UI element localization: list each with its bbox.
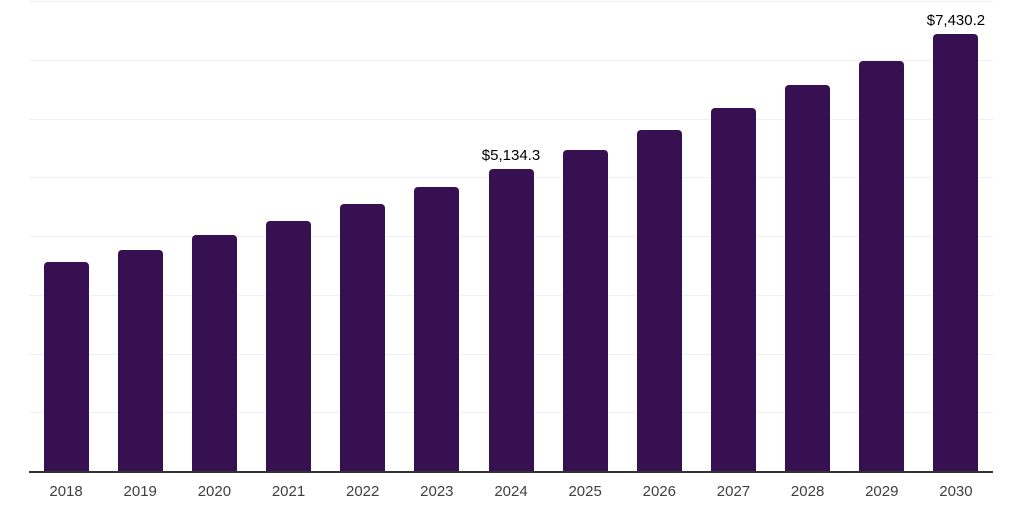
bar-2019 [117,249,163,471]
bar-2024 [488,169,534,471]
bar-2021 [266,221,312,471]
x-axis-label-2029: 2029 [865,483,899,500]
bar-2028 [785,85,831,471]
x-axis-label-2018: 2018 [49,483,83,500]
x-axis-label-2022: 2022 [346,483,380,500]
x-axis-label-2027: 2027 [716,483,751,500]
x-axis: 2018 2019 2020 2021 2022 2023 2024 2025 2026 2027… [29,483,993,504]
x-axis-label-2019: 2019 [123,483,157,500]
bar-2029 [859,60,905,471]
bar-2020 [191,234,237,471]
gridline-7000 [29,59,993,61]
x-axis-label-2023: 2023 [420,483,454,500]
x-axis-label-2021: 2021 [271,483,306,500]
x-axis-label-2026: 2026 [642,483,676,500]
value-label-2030: $7,430.2 [926,12,986,30]
bar-2026 [636,129,682,471]
plot-area: $5,134.3 $7,430.2 [29,1,993,473]
x-axis-label-2030: 2030 [939,483,973,500]
gridline-6000 [29,118,993,120]
bar-2023 [414,186,460,471]
gridline-8000 [29,1,993,2]
bar-2022 [340,203,386,471]
bar-2030 [933,34,979,471]
x-axis-label-2024: 2024 [494,483,528,500]
x-axis-label-2025: 2025 [568,483,602,500]
x-axis-label-2028: 2028 [790,483,825,500]
bar-2027 [710,108,756,471]
value-label-2024: $5,134.3 [481,147,541,165]
bar-2018 [43,262,89,471]
bar-2025 [562,150,608,471]
x-axis-label-2020: 2020 [197,483,232,500]
